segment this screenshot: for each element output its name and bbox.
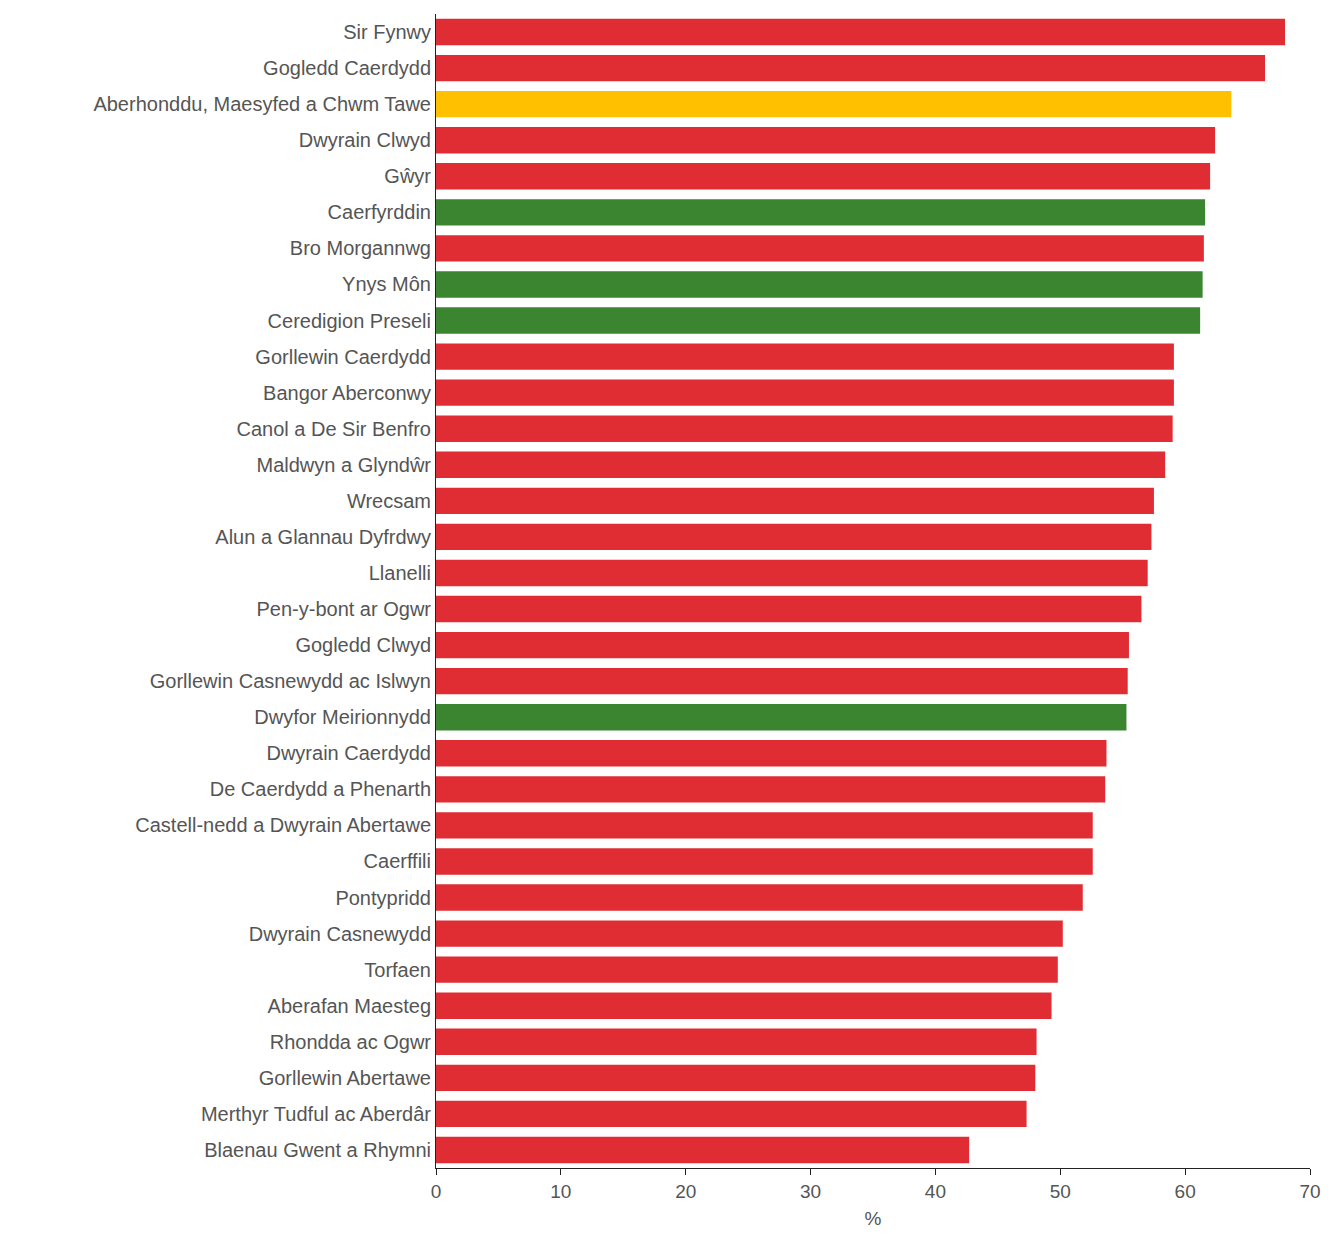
svg-text:Torfaen: Torfaen [364,959,431,981]
svg-text:Canol a De Sir Benfro: Canol a De Sir Benfro [236,418,431,440]
svg-text:Pontypridd: Pontypridd [335,887,431,909]
svg-text:0: 0 [431,1181,442,1202]
svg-text:70: 70 [1299,1181,1320,1202]
svg-text:Gŵyr: Gŵyr [384,165,431,187]
svg-text:Blaenau Gwent a Rhymni: Blaenau Gwent a Rhymni [204,1139,431,1161]
svg-text:Wrecsam: Wrecsam [347,490,431,512]
svg-text:50: 50 [1050,1181,1071,1202]
svg-text:Llanelli: Llanelli [369,562,431,584]
svg-text:40: 40 [925,1181,946,1202]
svg-text:Bro Morgannwg: Bro Morgannwg [290,237,431,259]
svg-text:Rhondda ac Ogwr: Rhondda ac Ogwr [270,1031,432,1053]
svg-text:Ynys Môn: Ynys Môn [342,273,431,295]
svg-text:%: % [865,1208,882,1229]
svg-text:60: 60 [1175,1181,1196,1202]
svg-text:Alun a Glannau Dyfrdwy: Alun a Glannau Dyfrdwy [215,526,431,548]
svg-text:30: 30 [800,1181,821,1202]
svg-text:Caerfyrddin: Caerfyrddin [328,201,431,223]
svg-text:Gogledd Caerdydd: Gogledd Caerdydd [263,57,431,79]
svg-text:Pen-y-bont ar Ogwr: Pen-y-bont ar Ogwr [256,598,431,620]
svg-text:Maldwyn a Glyndŵr: Maldwyn a Glyndŵr [256,454,431,476]
svg-text:Gorllewin Casnewydd ac Islwyn: Gorllewin Casnewydd ac Islwyn [150,670,431,692]
svg-text:Dwyfor Meirionnydd: Dwyfor Meirionnydd [254,706,431,728]
svg-text:Dwyrain Caerdydd: Dwyrain Caerdydd [266,742,431,764]
svg-text:Caerffili: Caerffili [364,850,431,872]
svg-text:Gorllewin Caerdydd: Gorllewin Caerdydd [255,346,431,368]
svg-text:Sir Fynwy: Sir Fynwy [343,21,431,43]
svg-text:Aberhonddu, Maesyfed a Chwm Ta: Aberhonddu, Maesyfed a Chwm Tawe [93,93,431,115]
svg-text:20: 20 [675,1181,696,1202]
svg-text:Dwyrain Casnewydd: Dwyrain Casnewydd [249,923,431,945]
svg-text:Gorllewin Abertawe: Gorllewin Abertawe [259,1067,431,1089]
svg-text:De Caerdydd a Phenarth: De Caerdydd a Phenarth [210,778,431,800]
svg-text:Gogledd Clwyd: Gogledd Clwyd [295,634,431,656]
svg-text:10: 10 [550,1181,571,1202]
svg-text:Aberafan Maesteg: Aberafan Maesteg [268,995,431,1017]
svg-text:Merthyr Tudful ac Aberdâr: Merthyr Tudful ac Aberdâr [201,1103,431,1125]
svg-text:Bangor Aberconwy: Bangor Aberconwy [263,382,431,404]
svg-text:Dwyrain Clwyd: Dwyrain Clwyd [299,129,431,151]
svg-text:Ceredigion Preseli: Ceredigion Preseli [268,310,431,332]
svg-text:Castell-nedd a Dwyrain Abertaw: Castell-nedd a Dwyrain Abertawe [135,814,431,836]
